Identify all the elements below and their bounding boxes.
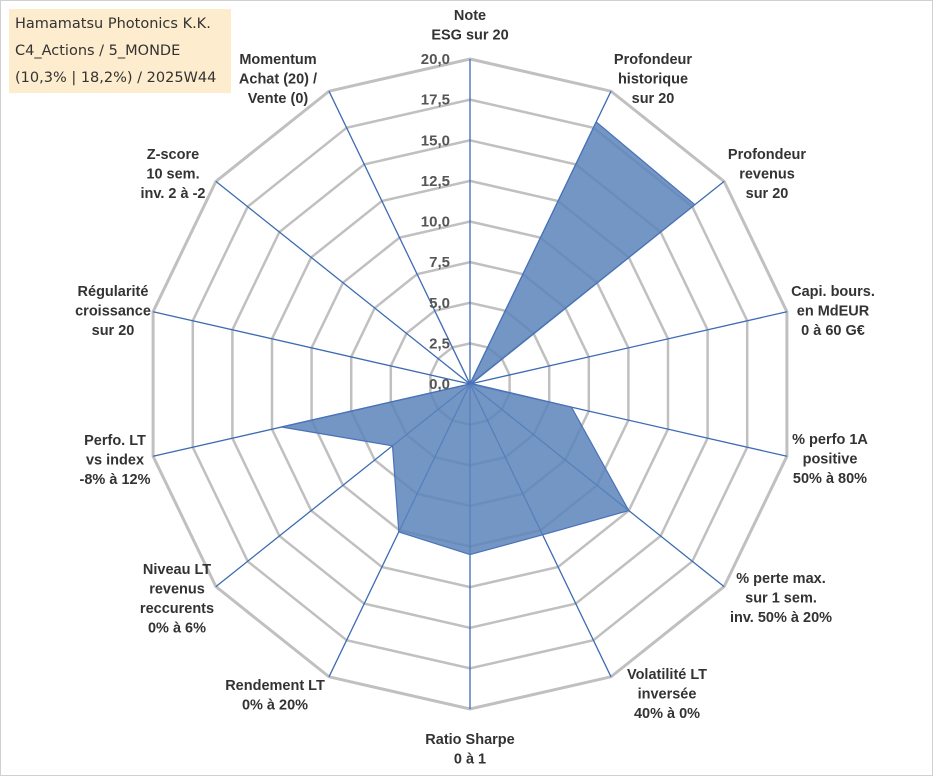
- axis-label: 40% à 0%: [634, 706, 700, 722]
- axis-label: 0 à 1: [454, 752, 486, 768]
- axis-label: inversée: [638, 687, 697, 703]
- axis-label: Régularité: [78, 284, 149, 300]
- tick-label: 7,5: [429, 254, 450, 271]
- axis-label: revenus: [149, 582, 205, 598]
- tick-layer: 0,0 2,5 5,0 7,5 10,0 12,5 15,0 17,5 20,0: [421, 51, 450, 393]
- axis-label: Profondeur: [728, 147, 806, 163]
- axis-label: Volatilité LT: [627, 667, 707, 683]
- axis-label: croissance: [75, 304, 151, 320]
- chart-title-box: Hamamatsu Photonics K.K. C4_Actions / 5_…: [9, 9, 231, 93]
- axis-label: % perte max.: [736, 571, 825, 587]
- axis-label: 10 sem.: [146, 167, 199, 183]
- axis-label: sur 20: [746, 186, 789, 202]
- tick-label: 5,0: [429, 295, 450, 312]
- axis-label: Capi. bours.: [791, 284, 875, 300]
- axis-label: Momentum: [239, 52, 316, 68]
- title-line-stats: (10,3% | 18,2%) / 2025W44: [15, 65, 225, 92]
- tick-label: 20,0: [421, 51, 450, 68]
- tick-label: 0,0: [429, 376, 450, 393]
- axis-label: sur 20: [632, 91, 675, 107]
- axis-label: Ratio Sharpe: [425, 732, 514, 748]
- axis-label: Rendement LT: [225, 678, 325, 694]
- axis-label: Niveau LT: [143, 562, 211, 578]
- axis-label: historique: [618, 72, 688, 88]
- axis-label: revenus: [739, 167, 795, 183]
- tick-label: 10,0: [421, 214, 450, 231]
- axis-label: -8% à 12%: [80, 472, 151, 488]
- series-layer: [281, 122, 694, 555]
- axis-label: sur 1 sem.: [745, 591, 817, 607]
- axis-label: inv. 50% à 20%: [730, 610, 832, 626]
- axis-label: 0% à 6%: [148, 621, 206, 637]
- axis-label: Profondeur: [614, 52, 692, 68]
- tick-label: 2,5: [429, 335, 450, 352]
- tick-label: 12,5: [421, 173, 450, 190]
- series-area: [282, 122, 695, 555]
- axis-label: 0% à 20%: [242, 698, 308, 714]
- title-line-company: Hamamatsu Photonics K.K.: [15, 11, 225, 38]
- title-line-category: C4_Actions / 5_MONDE: [15, 38, 225, 65]
- axis-label: positive: [803, 452, 858, 468]
- axis-label: sur 20: [92, 323, 135, 339]
- axis-label: ESG sur 20: [431, 28, 508, 44]
- axis-label: vs index: [86, 453, 144, 469]
- axis-label: Perfo. LT: [84, 433, 146, 449]
- tick-label: 15,0: [421, 132, 450, 149]
- axis-label: Vente (0): [248, 91, 309, 107]
- axis-label: Achat (20) /: [239, 72, 317, 88]
- axis-label: inv. 2 à -2: [140, 186, 205, 202]
- axis-label: en MdEUR: [797, 304, 870, 320]
- axis-label: 0 à 60 G€: [801, 323, 865, 339]
- tick-label: 17,5: [421, 92, 450, 109]
- axis-label: 50% à 80%: [793, 471, 867, 487]
- axis-label: % perfo 1A: [792, 432, 868, 448]
- axis-label: Z-score: [147, 147, 199, 163]
- axis-label: Note: [454, 8, 486, 24]
- axis-label: reccurents: [140, 601, 214, 617]
